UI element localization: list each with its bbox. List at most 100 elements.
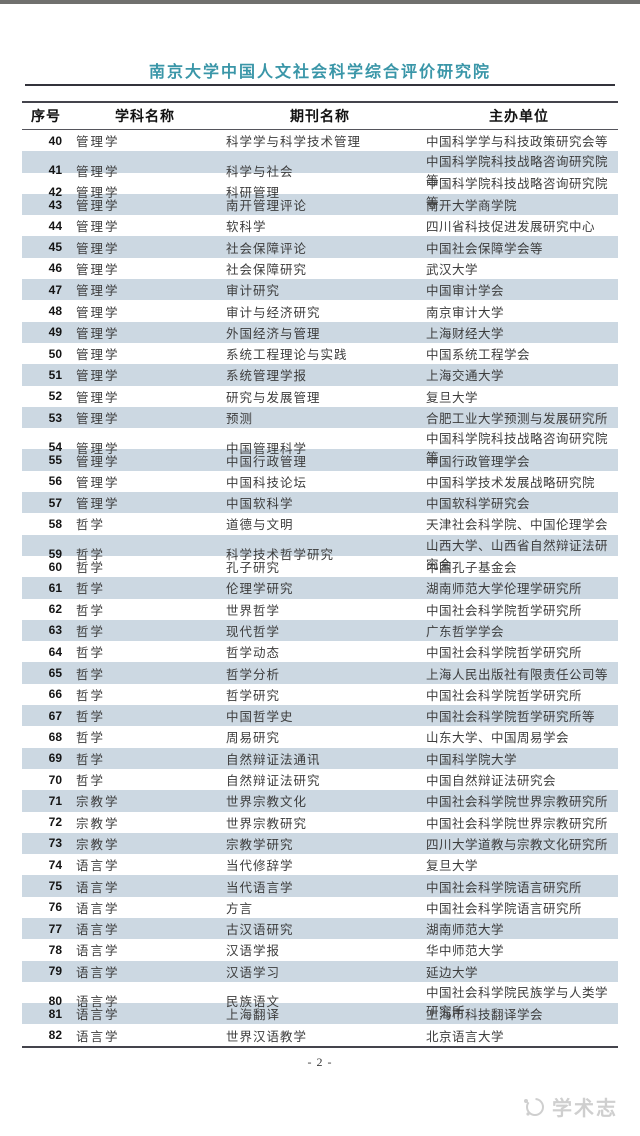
- organizer-cell: 复旦大学: [426, 859, 479, 874]
- table-row: 80 语言学 民族语文 中国社会科学院民族学与人类学研究所: [22, 982, 618, 1019]
- table-row: 50 管理学 系统工程理论与实践 中国系统工程学会: [22, 343, 618, 364]
- journal-cell: 科学技术哲学研究: [226, 548, 335, 563]
- organizer-cell: 中国社会科学院世界宗教研究所: [426, 816, 609, 831]
- table-row: 66 哲学 哲学研究 中国社会科学院哲学研究所: [22, 684, 618, 705]
- organizer-cell: 北京语言大学: [426, 1029, 505, 1044]
- table-row: 62 哲学 世界哲学 中国社会科学院哲学研究所: [22, 599, 618, 620]
- row-number: 40: [48, 133, 62, 148]
- discipline-cell: 语言学: [76, 1029, 120, 1044]
- discipline-cell: 哲学: [76, 548, 106, 563]
- discipline-cell: 管理学: [76, 475, 120, 490]
- journal-cell: 当代语言学: [226, 880, 294, 895]
- journal-cell: 中国行政管理: [226, 454, 308, 469]
- organizer-cell: 上海交通大学: [426, 369, 505, 384]
- discipline-cell: 哲学: [76, 624, 106, 639]
- journal-cell: 民族语文: [226, 995, 281, 1010]
- discipline-cell: 宗教学: [76, 795, 120, 810]
- organizer-cell: 上海财经大学: [426, 326, 505, 341]
- organizer-cell: 南开大学商学院: [426, 199, 518, 214]
- table-row: 67 哲学 中国哲学史 中国社会科学院哲学研究所等: [22, 705, 618, 727]
- row-number: 73: [48, 836, 62, 851]
- organizer-cell: 中国社会科学院哲学研究所: [426, 688, 583, 703]
- table-row: 49 管理学 外国经济与管理 上海财经大学: [22, 321, 618, 343]
- organizer-cell: 复旦大学: [426, 390, 479, 405]
- table-row: 56 管理学 中国科技论坛 中国科学技术发展战略研究院: [22, 471, 618, 492]
- title-underline: [25, 84, 615, 86]
- journal-cell: 世界哲学: [226, 603, 281, 618]
- row-number: 59: [48, 546, 62, 561]
- row-number: 46: [48, 261, 62, 276]
- table-row: 75 语言学 当代语言学 中国社会科学院语言研究所: [22, 875, 618, 897]
- organizer-cell: 中国孔子基金会: [426, 561, 518, 576]
- row-number: 41: [48, 163, 62, 178]
- table-body: 40 管理学 科学学与科学技术管理 中国科学学与科技政策研究会等 41 管理学 …: [22, 130, 618, 1046]
- organizer-cell: 四川省科技促进发展研究中心: [426, 220, 596, 235]
- organizer-cell: 中国科学学与科技政策研究会等: [426, 135, 609, 150]
- table-row: 55 管理学 中国行政管理 中国行政管理学会: [22, 449, 618, 471]
- table-row: 43 管理学 南开管理评论 南开大学商学院: [22, 193, 618, 216]
- organizer-cell: 中国科学院科技战略咨询研究院等: [426, 432, 609, 466]
- discipline-cell: 管理学: [76, 326, 120, 341]
- journal-cell: 审计与经济研究: [226, 305, 321, 320]
- table-row: 57 管理学 中国软科学 中国软科学研究会: [22, 492, 618, 514]
- row-number: 48: [48, 304, 62, 319]
- discipline-cell: 管理学: [76, 369, 120, 384]
- journal-cell: 宗教学研究: [226, 837, 294, 852]
- watermark: 学术志: [522, 1092, 618, 1121]
- table-row: 59 哲学 科学技术哲学研究 山西大学、山西省自然辩证法研究会: [22, 534, 618, 572]
- table-row: 47 管理学 审计研究 中国审计学会: [22, 279, 618, 301]
- table-row: 73 宗教学 宗教学研究 四川大学道教与宗教文化研究所: [22, 832, 618, 855]
- page-number: - 2 -: [307, 1055, 333, 1069]
- journal-cell: 系统工程理论与实践: [226, 348, 348, 363]
- organizer-cell: 中国行政管理学会: [426, 454, 531, 469]
- table-row: 40 管理学 科学学与科学技术管理 中国科学学与科技政策研究会等: [22, 130, 618, 151]
- organizer-cell: 中国自然辩证法研究会: [426, 774, 557, 789]
- column-header-organizer: 主办单位: [489, 108, 549, 124]
- table-header-row: 序号 学科名称 期刊名称 主办单位: [22, 103, 618, 130]
- discipline-cell: 管理学: [76, 135, 120, 150]
- row-number: 81: [48, 1006, 62, 1021]
- journal-cell: 世界宗教文化: [226, 795, 308, 810]
- row-number: 42: [48, 184, 62, 199]
- row-number: 79: [48, 964, 62, 979]
- organizer-cell: 山东大学、中国周易学会: [426, 731, 570, 746]
- row-number: 72: [48, 815, 62, 830]
- discipline-cell: 语言学: [76, 965, 120, 980]
- table-row: 48 管理学 审计与经济研究 南京审计大学: [22, 300, 618, 321]
- row-number: 54: [48, 440, 62, 455]
- journal-cell: 审计研究: [226, 284, 281, 299]
- discipline-cell: 宗教学: [76, 816, 120, 831]
- row-number: 68: [48, 729, 62, 744]
- journal-cell: 系统管理学报: [226, 369, 308, 384]
- row-number: 75: [48, 879, 62, 894]
- organizer-cell: 上海市科技翻译学会: [426, 1008, 544, 1023]
- row-number: 53: [48, 410, 62, 425]
- row-number: 76: [48, 900, 62, 915]
- row-number: 78: [48, 942, 62, 957]
- row-number: 44: [48, 218, 62, 233]
- discipline-cell: 哲学: [76, 710, 106, 725]
- discipline-cell: 管理学: [76, 412, 120, 426]
- organizer-cell: 中国社会保障学会等: [426, 241, 544, 256]
- organizer-cell: 中国社会科学院哲学研究所等: [426, 710, 596, 725]
- discipline-cell: 哲学: [76, 518, 106, 533]
- discipline-cell: 管理学: [76, 348, 120, 363]
- discipline-cell: 管理学: [76, 186, 120, 201]
- table-row: 64 哲学 哲学动态 中国社会科学院哲学研究所: [22, 641, 618, 662]
- journal-cell: 伦理学研究: [226, 582, 294, 597]
- discipline-cell: 哲学: [76, 667, 106, 682]
- organizer-cell: 中国软科学研究会: [426, 497, 531, 512]
- journal-cell: 中国管理科学: [226, 441, 308, 456]
- table-row: 69 哲学 自然辩证法通讯 中国科学院大学: [22, 747, 618, 769]
- journal-cell: 科学与社会: [226, 164, 294, 179]
- row-number: 49: [48, 325, 62, 340]
- column-header-no: 序号: [31, 108, 61, 124]
- table-row: 82 语言学 世界汉语教学 北京语言大学: [22, 1024, 618, 1045]
- table-row: 51 管理学 系统管理学报 上海交通大学: [22, 364, 618, 386]
- journal-cell: 科学学与科学技术管理: [226, 135, 362, 150]
- journal-table: 序号 学科名称 期刊名称 主办单位 40 管理学 科学学与科学技术管理 中国科学…: [22, 101, 618, 1048]
- journal-cell: 道德与文明: [226, 518, 294, 533]
- journal-cell: 南开管理评论: [226, 199, 308, 214]
- journal-cell: 社会保障研究: [226, 262, 308, 277]
- discipline-cell: 语言学: [76, 944, 120, 959]
